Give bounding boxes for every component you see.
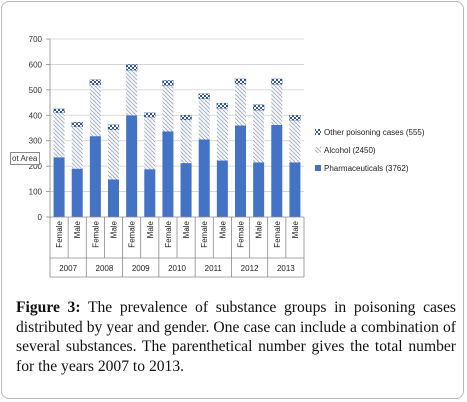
bar-other <box>125 64 138 71</box>
bar-alcohol <box>253 110 265 163</box>
bar-alcohol <box>198 98 210 140</box>
bar-other <box>89 79 102 85</box>
bar-alcohol <box>71 126 83 169</box>
bar-other <box>271 78 283 85</box>
bar-other <box>234 78 247 85</box>
bar-other <box>71 122 83 127</box>
figure-caption: Figure 3: The prevalence of substance gr… <box>16 298 456 376</box>
legend-label-other: Other poisoning cases (555) <box>324 128 425 137</box>
bar-pharmaceuticals <box>216 160 228 217</box>
bar-alcohol <box>126 70 138 116</box>
x-tick-label: Male <box>146 220 155 238</box>
bar-other <box>216 102 229 109</box>
x-tick-label: Female <box>164 220 173 247</box>
bar-other <box>162 80 174 86</box>
bar-alcohol <box>144 117 156 170</box>
plot-area-label: ot Area <box>10 152 41 165</box>
bar-pharmaceuticals <box>289 162 301 217</box>
bar-pharmaceuticals <box>253 162 265 217</box>
y-tick-label: 400 <box>29 111 43 120</box>
bar-other <box>107 124 120 130</box>
bar-other <box>180 115 192 121</box>
bar-other <box>198 93 210 99</box>
x-tick-label: Female <box>237 220 246 247</box>
bar-pharmaceuticals <box>271 124 283 217</box>
bar-pharmaceuticals <box>108 179 119 217</box>
chart: 0 100 200 300 400 500 600 700 Female Male Female Ma… <box>10 25 458 279</box>
bar-pharmaceuticals <box>198 139 210 217</box>
year-label: 2011 <box>205 264 223 273</box>
x-tick-label: Male <box>255 220 264 238</box>
legend-swatch-other <box>315 129 321 135</box>
x-tick-label: Female <box>128 220 137 247</box>
year-label: 2007 <box>59 264 77 273</box>
figure-label: Figure 3: <box>16 299 81 316</box>
bar-pharmaceuticals <box>162 131 174 217</box>
bar-alcohol <box>162 85 174 132</box>
bar-pharmaceuticals <box>144 169 156 217</box>
y-tick-label: 300 <box>29 137 43 146</box>
bar-other <box>289 115 301 121</box>
legend-label-alcohol: Alcohol (2450) <box>324 146 376 155</box>
bar-alcohol <box>180 119 192 164</box>
bar-alcohol <box>271 84 283 125</box>
y-tick-label: 100 <box>29 188 43 197</box>
legend-label-pharmaceuticals: Pharmaceuticals (3762) <box>324 164 409 173</box>
x-tick-label: Male <box>218 220 227 238</box>
x-tick-label: Male <box>291 220 300 238</box>
bar-pharmaceuticals <box>235 125 246 217</box>
bar-alcohol <box>289 120 301 163</box>
y-tick-label: 600 <box>29 60 43 69</box>
year-label: 2008 <box>96 264 114 273</box>
y-tick-label: 0 <box>38 213 43 222</box>
x-tick-label: Female <box>55 220 64 247</box>
year-label: 2009 <box>132 264 150 273</box>
bar-alcohol <box>235 84 246 126</box>
bar-pharmaceuticals <box>126 115 138 217</box>
year-label: 2010 <box>168 264 186 273</box>
bar-other <box>252 104 265 111</box>
bar-alcohol <box>89 84 101 137</box>
year-label: 2012 <box>241 264 259 273</box>
bar-pharmaceuticals <box>180 163 192 217</box>
bar-pharmaceuticals <box>71 168 83 217</box>
year-label: 2013 <box>277 264 295 273</box>
bar-alcohol <box>108 129 119 180</box>
legend-swatch-pharmaceuticals <box>315 165 321 171</box>
bar-pharmaceuticals <box>89 136 101 217</box>
chart-svg: 0 100 200 300 400 500 600 700 Female Male Female Ma… <box>29 35 425 278</box>
x-tick-label: Male <box>73 220 82 238</box>
y-tick-label: 700 <box>29 35 43 44</box>
bar-other <box>53 108 65 113</box>
x-tick-label: Female <box>91 220 100 247</box>
x-tick-label: Male <box>182 220 191 238</box>
x-tick-label: Female <box>200 220 209 247</box>
bar-alcohol <box>216 108 228 161</box>
bar-pharmaceuticals <box>53 157 65 217</box>
y-tick-label: 200 <box>29 162 43 171</box>
legend-swatch-alcohol <box>315 147 321 153</box>
y-tick-label: 500 <box>29 86 43 95</box>
caption-text: The prevalence of substance groups in po… <box>16 299 456 375</box>
x-tick-label: Female <box>273 220 282 247</box>
bar-alcohol <box>53 112 65 158</box>
bar-other <box>144 112 156 118</box>
x-tick-label: Male <box>110 220 119 238</box>
